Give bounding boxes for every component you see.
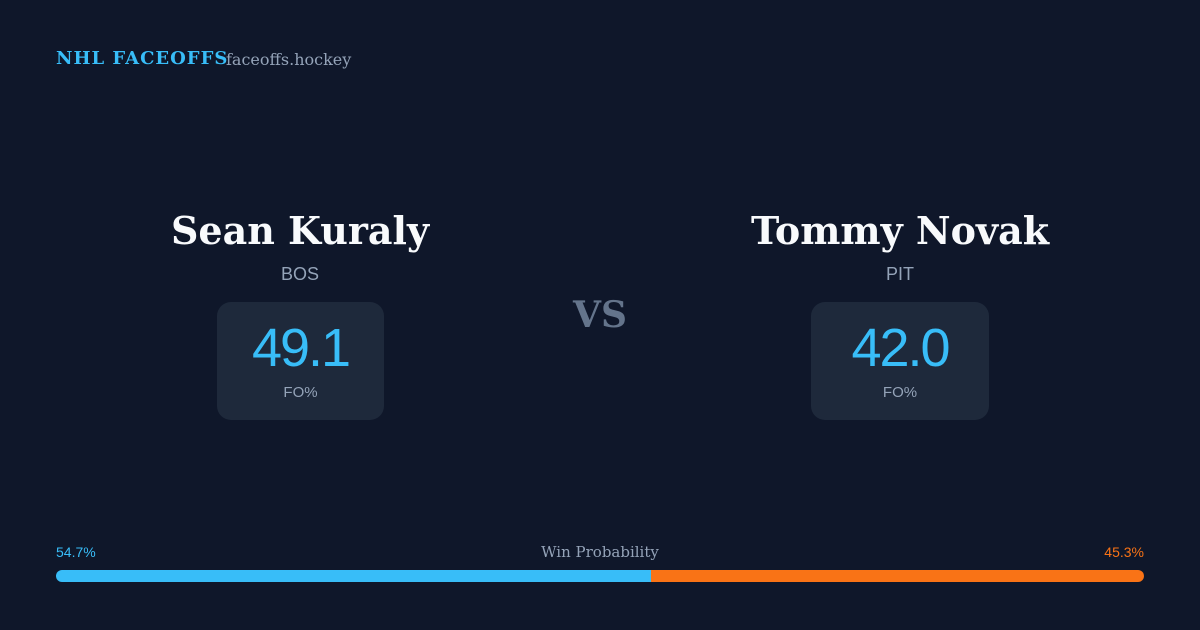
player-panel: Sean Kuraly BOS 49.1 FO% — [0, 206, 600, 420]
player-team: PIT — [885, 264, 914, 284]
stat-card: 49.1 FO% — [217, 302, 384, 420]
fo-label: FO% — [882, 384, 918, 401]
player-panel: Tommy Novak PIT 42.0 FO% — [600, 206, 1200, 420]
win-prob-left-segment — [56, 570, 652, 582]
win-prob-right: 45.3% — [1104, 544, 1144, 560]
win-prob-label: Win Probability — [541, 543, 659, 561]
win-prob-bar — [56, 570, 1144, 582]
win-prob-left: 54.7% — [56, 544, 96, 560]
vs-label: VS — [573, 294, 627, 336]
player-team: BOS — [280, 264, 319, 284]
site-url: faceoffs.hockey — [226, 50, 352, 69]
brand-title: NHL FACEOFFS — [56, 48, 229, 69]
fo-percentage: 49.1 — [251, 318, 351, 378]
player-name: Sean Kuraly — [170, 208, 430, 253]
fo-label: FO% — [283, 384, 318, 401]
win-prob-right-segment — [651, 570, 1144, 582]
player-name: Tommy Novak — [750, 208, 1050, 253]
fo-percentage: 42.0 — [851, 318, 950, 378]
stat-card: 42.0 FO% — [811, 302, 989, 420]
